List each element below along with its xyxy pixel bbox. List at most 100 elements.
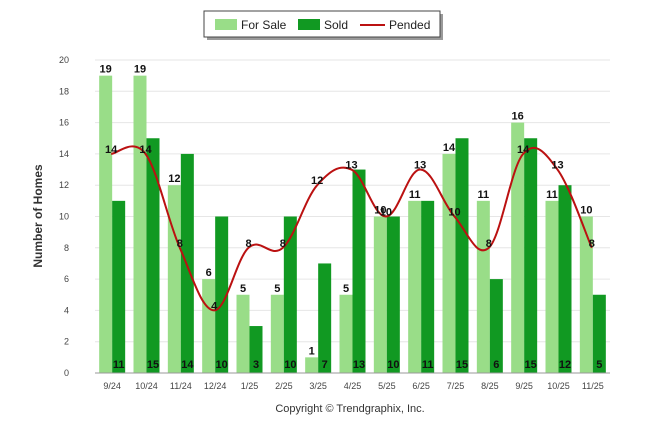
- legend-swatch-sold: [298, 19, 320, 30]
- data-label-pended: 13: [551, 160, 563, 172]
- x-tick-label: 11/25: [582, 381, 604, 391]
- x-tick-label: 11/24: [170, 381, 192, 391]
- data-label-for-sale: 5: [240, 283, 246, 295]
- copyright-text: Copyright © Trendgraphix, Inc.: [275, 403, 424, 415]
- legend-swatch-for-sale: [215, 19, 237, 30]
- data-label-for-sale: 10: [374, 205, 386, 217]
- bar-for-sale: [511, 122, 525, 373]
- y-tick-label: 20: [59, 55, 69, 65]
- bar-sold: [283, 216, 297, 373]
- legend: For Sale Sold Pended: [203, 10, 443, 40]
- x-tick-label: 4/25: [344, 381, 362, 391]
- bar-sold: [318, 263, 332, 373]
- x-tick-label: 5/25: [378, 381, 396, 391]
- bar-sold: [112, 200, 126, 373]
- bar-for-sale: [99, 75, 113, 374]
- y-tick-label: 0: [64, 368, 69, 378]
- x-tick-label: 9/25: [515, 381, 533, 391]
- data-label-sold: 15: [147, 359, 159, 371]
- x-tick-label: 8/25: [481, 381, 499, 391]
- bar-for-sale: [545, 200, 559, 373]
- x-tick-label: 3/25: [309, 381, 327, 391]
- bar-sold: [215, 216, 229, 373]
- bar-for-sale: [579, 216, 593, 373]
- x-tick-label: 10/25: [547, 381, 570, 391]
- data-label-pended: 8: [177, 238, 183, 250]
- data-label-sold: 11: [422, 359, 434, 371]
- y-tick-label: 16: [59, 118, 69, 128]
- y-tick-label: 4: [64, 305, 69, 315]
- y-tick-label: 2: [64, 337, 69, 347]
- data-label-sold: 15: [456, 359, 468, 371]
- data-label-pended: 13: [345, 160, 357, 172]
- bar-for-sale: [373, 216, 387, 373]
- bar-for-sale: [408, 200, 422, 373]
- pended-line: [110, 145, 593, 312]
- data-label-for-sale: 11: [409, 189, 421, 201]
- legend-label-for-sale: For Sale: [241, 18, 287, 32]
- bar-for-sale: [236, 294, 250, 373]
- bar-sold: [489, 279, 503, 373]
- data-label-sold: 3: [253, 359, 259, 371]
- data-label-pended: 8: [486, 238, 492, 250]
- pended-line-layer: [110, 145, 593, 312]
- data-label-pended: 14: [139, 144, 152, 156]
- data-label-sold: 10: [387, 359, 399, 371]
- y-tick-label: 10: [59, 212, 69, 222]
- bar-sold: [524, 138, 538, 373]
- data-label-for-sale: 5: [343, 283, 349, 295]
- data-label-for-sale: 19: [134, 64, 146, 76]
- bar-for-sale: [133, 75, 147, 374]
- data-labels: 1911141915141214861045385108171251313101…: [100, 64, 603, 371]
- data-label-sold: 6: [493, 359, 499, 371]
- data-label-pended: 14: [517, 144, 530, 156]
- data-label-sold: 5: [596, 359, 602, 371]
- x-tick-label: 7/25: [447, 381, 465, 391]
- data-label-for-sale: 19: [100, 64, 112, 76]
- data-label-sold: 10: [284, 359, 296, 371]
- data-label-pended: 10: [448, 207, 460, 219]
- bar-for-sale: [270, 294, 284, 373]
- data-label-for-sale: 1: [309, 345, 315, 357]
- data-label-sold: 11: [113, 359, 125, 371]
- y-tick-label: 8: [64, 243, 69, 253]
- x-tick-label: 9/24: [103, 381, 121, 391]
- x-tick-label: 1/25: [241, 381, 259, 391]
- data-label-pended: 10: [380, 207, 392, 219]
- y-axis-ticks: 0 2 4 6 8 10 12 14 16 18 20: [59, 55, 69, 378]
- data-label-for-sale: 11: [478, 189, 490, 201]
- y-tick-label: 6: [64, 274, 69, 284]
- bar-for-sale: [305, 357, 319, 373]
- x-tick-label: 12/24: [204, 381, 227, 391]
- x-axis-ticks: 9/24 10/24 11/24 12/24 1/25 2/25 3/25 4/25 5/25 6…: [103, 381, 603, 391]
- legend-box: [203, 10, 441, 38]
- legend-label-pended: Pended: [389, 18, 430, 32]
- bar-for-sale: [476, 200, 490, 373]
- bars: [99, 75, 606, 374]
- legend-label-sold: Sold: [324, 18, 348, 32]
- bar-for-sale: [339, 294, 353, 373]
- data-label-pended: 8: [245, 238, 251, 250]
- data-label-sold: 14: [181, 359, 194, 371]
- data-label-sold: 15: [525, 359, 537, 371]
- bar-sold: [421, 200, 435, 373]
- y-tick-label: 12: [59, 180, 69, 190]
- x-tick-label: 6/25: [412, 381, 430, 391]
- bar-sold: [592, 294, 606, 373]
- bar-sold: [146, 138, 160, 373]
- data-label-for-sale: 6: [206, 267, 212, 279]
- data-label-pended: 12: [311, 175, 323, 187]
- data-label-pended: 8: [280, 238, 286, 250]
- bar-for-sale: [202, 279, 216, 373]
- data-label-pended: 4: [211, 300, 218, 312]
- bar-sold: [352, 169, 366, 373]
- data-label-pended: 8: [589, 238, 595, 250]
- data-label-for-sale: 14: [443, 142, 456, 154]
- data-label-for-sale: 16: [512, 111, 524, 123]
- bar-sold: [249, 326, 263, 373]
- data-label-sold: 10: [216, 359, 228, 371]
- x-tick-label: 10/24: [135, 381, 158, 391]
- y-axis-title: Number of Homes: [31, 164, 45, 268]
- data-label-for-sale: 10: [580, 205, 592, 217]
